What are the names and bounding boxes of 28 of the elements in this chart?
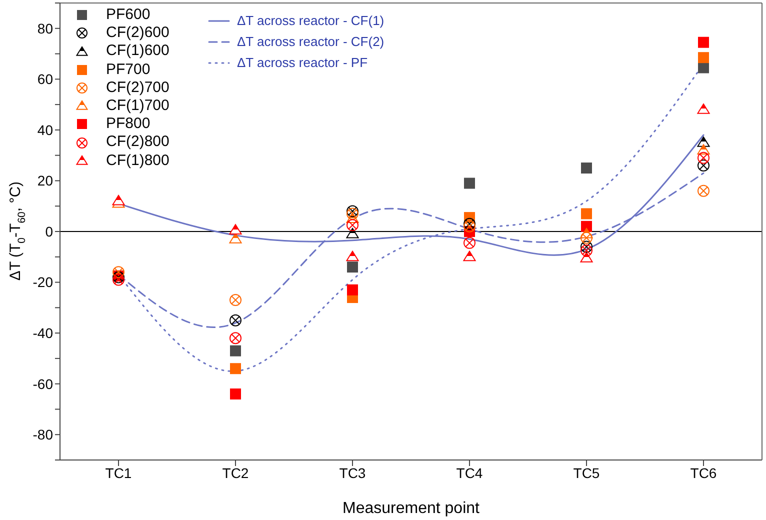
- legend-label: PF800: [106, 115, 150, 134]
- x-tick-label: TC2: [222, 464, 249, 481]
- y-tick-label: -40: [32, 325, 54, 342]
- x-tick-label: TC5: [573, 464, 600, 481]
- legend-label: CF(2)700: [106, 78, 170, 98]
- x-tick-label: TC6: [690, 464, 717, 481]
- legend-label: CF(2)800: [106, 133, 170, 152]
- y-tick-label: 40: [37, 122, 54, 138]
- x-tick-label: TC1: [105, 464, 132, 481]
- legend-label: ΔT across reactor - PF: [237, 54, 368, 72]
- x-tick-label: TC3: [339, 464, 366, 481]
- y-tick-label: -80: [32, 426, 54, 443]
- legend-label: CF(1)600: [106, 42, 170, 61]
- y-tick-label: -20: [32, 274, 54, 290]
- legend-label: PF600: [106, 6, 150, 24]
- legend-label: CF(1)800: [106, 152, 170, 170]
- y-tick-label: 20: [37, 172, 54, 189]
- legend-label: CF(1)700: [106, 97, 170, 116]
- y-tick-label: 60: [37, 71, 54, 88]
- y-tick-label: -60: [32, 376, 54, 392]
- legend-label: ΔT across reactor - CF(2): [237, 33, 384, 51]
- x-tick-label: TC4: [456, 464, 483, 481]
- y-tick-label: 80: [37, 20, 54, 36]
- legend-label: CF(2)600: [106, 24, 170, 42]
- legend-label: ΔT across reactor - CF(1): [237, 12, 384, 30]
- legend-label: PF700: [106, 60, 150, 79]
- x-axis-title: Measurement point: [342, 500, 480, 517]
- y-tick-label: 0: [45, 223, 54, 240]
